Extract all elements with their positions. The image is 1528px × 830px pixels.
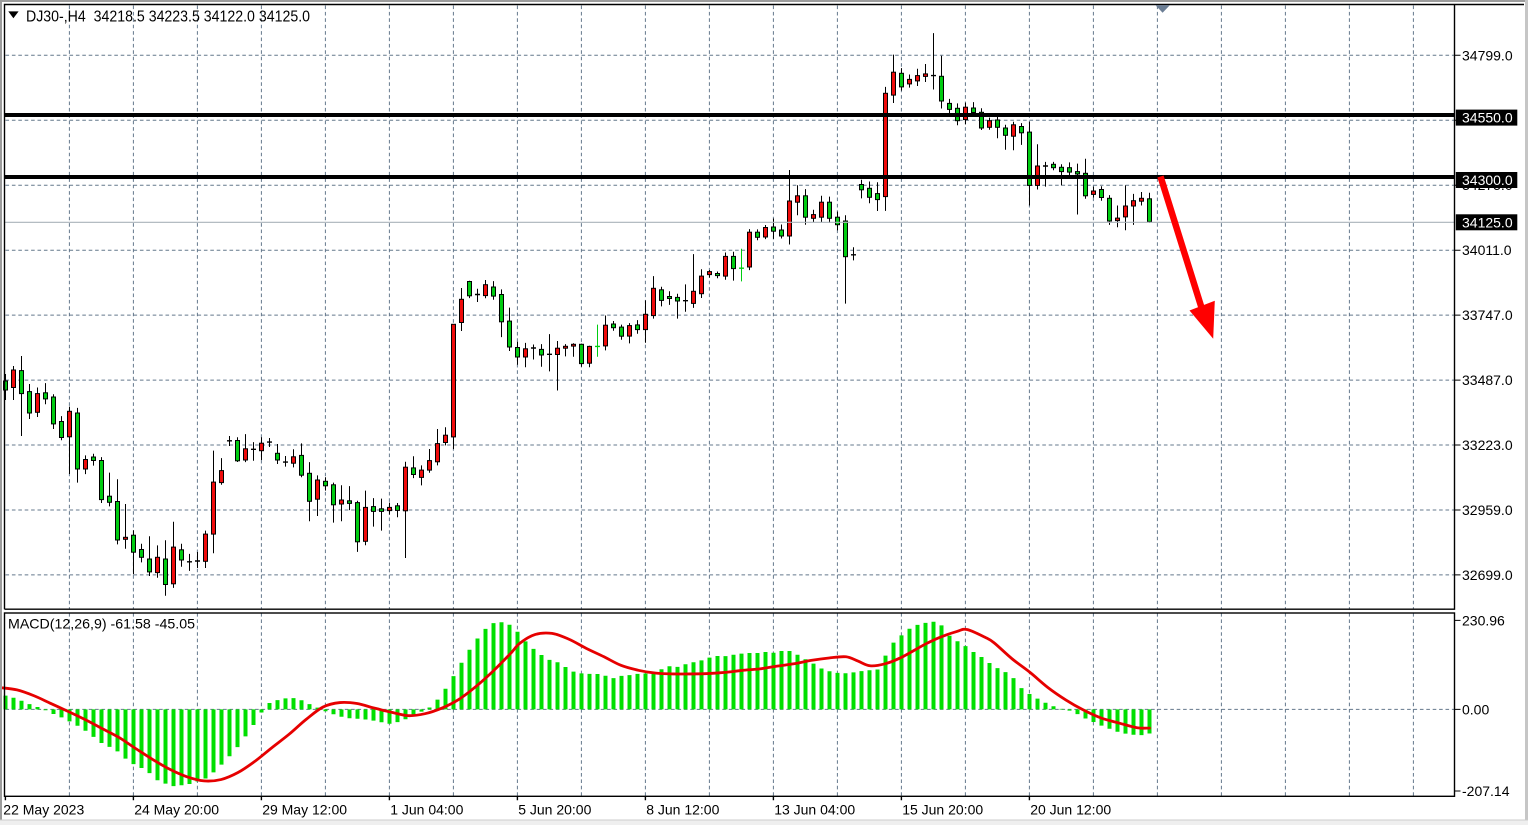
svg-text:32959.0: 32959.0 bbox=[1462, 502, 1513, 518]
svg-text:1 Jun 04:00: 1 Jun 04:00 bbox=[390, 802, 463, 818]
svg-text:34300.0: 34300.0 bbox=[1462, 172, 1513, 188]
svg-text:5 Jun 20:00: 5 Jun 20:00 bbox=[518, 802, 591, 818]
svg-text:33487.0: 33487.0 bbox=[1462, 372, 1513, 388]
svg-text:8 Jun 12:00: 8 Jun 12:00 bbox=[646, 802, 719, 818]
svg-text:33223.0: 33223.0 bbox=[1462, 437, 1513, 453]
svg-text:0.00: 0.00 bbox=[1462, 701, 1489, 717]
svg-text:32699.0: 32699.0 bbox=[1462, 567, 1513, 583]
svg-text:34011.0: 34011.0 bbox=[1462, 242, 1512, 258]
svg-text:29 May 12:00: 29 May 12:00 bbox=[262, 802, 347, 818]
svg-text:24 May 20:00: 24 May 20:00 bbox=[134, 802, 219, 818]
svg-text:15 Jun 20:00: 15 Jun 20:00 bbox=[902, 802, 983, 818]
svg-text:33747.0: 33747.0 bbox=[1462, 307, 1513, 323]
svg-text:34550.0: 34550.0 bbox=[1462, 110, 1513, 126]
svg-text:-207.14: -207.14 bbox=[1462, 783, 1510, 799]
svg-text:230.96: 230.96 bbox=[1462, 612, 1505, 628]
svg-text:34125.0: 34125.0 bbox=[1462, 214, 1513, 230]
svg-text:13 Jun 04:00: 13 Jun 04:00 bbox=[774, 802, 855, 818]
svg-text:34799.0: 34799.0 bbox=[1462, 47, 1513, 63]
svg-text:22 May 2023: 22 May 2023 bbox=[3, 802, 84, 818]
svg-text:20 Jun 12:00: 20 Jun 12:00 bbox=[1030, 802, 1111, 818]
svg-text:MACD(12,26,9) -61.58 -45.05: MACD(12,26,9) -61.58 -45.05 bbox=[8, 616, 195, 632]
svg-text:DJ30-,H4 34218.5 34223.5 3412: DJ30-,H4 34218.5 34223.5 34122.0 34125.0 bbox=[26, 9, 310, 26]
